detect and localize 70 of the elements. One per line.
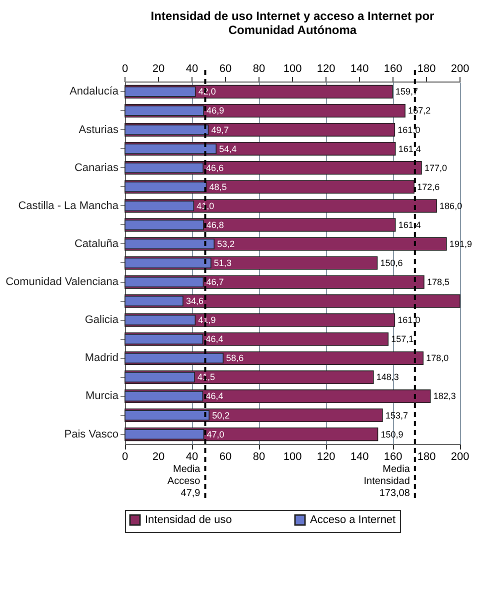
data-label: 47,0 — [206, 429, 224, 440]
x-tick-label: 180 — [417, 63, 436, 75]
x2-tick-label: 180 — [417, 451, 436, 463]
data-label: 178,0 — [426, 353, 449, 364]
y-tick-label: Murcia — [85, 390, 120, 402]
data-label: 159,7 — [395, 86, 418, 97]
y-tick-label: Pais Vasco — [64, 428, 118, 440]
x2-tick-label: 140 — [350, 451, 369, 463]
data-label: 49,7 — [211, 124, 229, 135]
y-tick-label: Canarias — [74, 162, 119, 174]
data-label: 48,5 — [209, 182, 227, 192]
data-label: 157,1 — [391, 334, 414, 344]
data-label: 150,6 — [380, 258, 403, 268]
data-label: 186,0 — [440, 200, 462, 211]
data-label: 46,8 — [206, 220, 224, 230]
data-label: 161,0 — [398, 124, 420, 135]
data-label: 161,0 — [398, 315, 420, 326]
data-label: 46,6 — [206, 162, 224, 173]
x-tick-label: 0 — [122, 63, 128, 75]
text: Comunidad Autónoma — [228, 23, 357, 37]
y-tick-label: Castilla - La Mancha — [18, 200, 120, 212]
x-tick-label: 120 — [316, 63, 336, 75]
data-label: 161,4 — [398, 144, 421, 154]
y-tick-label: Asturias — [78, 124, 119, 136]
y-tick-label: Galicia — [84, 314, 120, 326]
data-label: 46,4 — [206, 334, 224, 344]
x-tick-label: 140 — [350, 63, 369, 75]
x-tick-label: 80 — [252, 63, 266, 75]
y-tick-label: Cataluña — [74, 238, 120, 250]
y-tick-label: Andalucía — [70, 86, 120, 98]
x2-tick-label: 40 — [186, 451, 198, 463]
data-label: 54,4 — [219, 144, 237, 154]
x2-tick-label: 0 — [122, 451, 128, 463]
legend-label: Intensidad de uso — [145, 514, 232, 526]
x2-tick-label: 100 — [283, 451, 302, 463]
data-label: 177,0 — [424, 162, 448, 173]
x-tick-label: 200 — [450, 63, 470, 75]
x2-tick-label: 80 — [252, 451, 266, 463]
data-label: 53,2 — [217, 238, 235, 249]
data-label: 58,6 — [226, 353, 244, 364]
data-label: 50,2 — [212, 410, 230, 420]
x-tick-label: 60 — [219, 63, 232, 75]
data-label: 46,9 — [206, 106, 224, 116]
data-label: 46,4 — [206, 391, 224, 402]
ref-line-label: Media Intensidad 173,08 — [364, 464, 410, 499]
data-label: 148,3 — [376, 372, 399, 382]
data-label: 172,6 — [417, 182, 440, 192]
data-label: 41,0 — [196, 200, 214, 211]
data-label: 182,3 — [433, 391, 456, 402]
x-tick-label: 100 — [283, 63, 302, 75]
data-label: 178,5 — [426, 277, 450, 288]
y-tick-label: Comunidad Valenciana — [6, 276, 120, 288]
ref-line-label: Media Acceso 47,9 — [167, 464, 201, 499]
x-tick-label: 160 — [384, 63, 402, 75]
legend-label: Acceso a Internet — [310, 514, 396, 526]
data-label: 46,7 — [206, 277, 224, 288]
data-label: 51,3 — [214, 258, 232, 268]
data-label: 153,7 — [385, 410, 408, 420]
x2-tick-label: 160 — [384, 451, 402, 463]
data-label: 150,9 — [380, 429, 404, 440]
text: Intensidad de uso Internet y acceso a Internet por — [150, 9, 434, 23]
x-tick-label: 40 — [186, 63, 198, 75]
x2-tick-label: 120 — [316, 451, 336, 463]
x-tick-label: 20 — [152, 63, 165, 75]
data-label: 34,6 — [186, 296, 204, 306]
y-tick-label: Madrid — [84, 352, 118, 364]
data-label: 191,9 — [449, 238, 472, 249]
x2-tick-label: 200 — [450, 451, 470, 463]
x2-tick-label: 20 — [152, 451, 165, 463]
x2-tick-label: 60 — [219, 451, 232, 463]
